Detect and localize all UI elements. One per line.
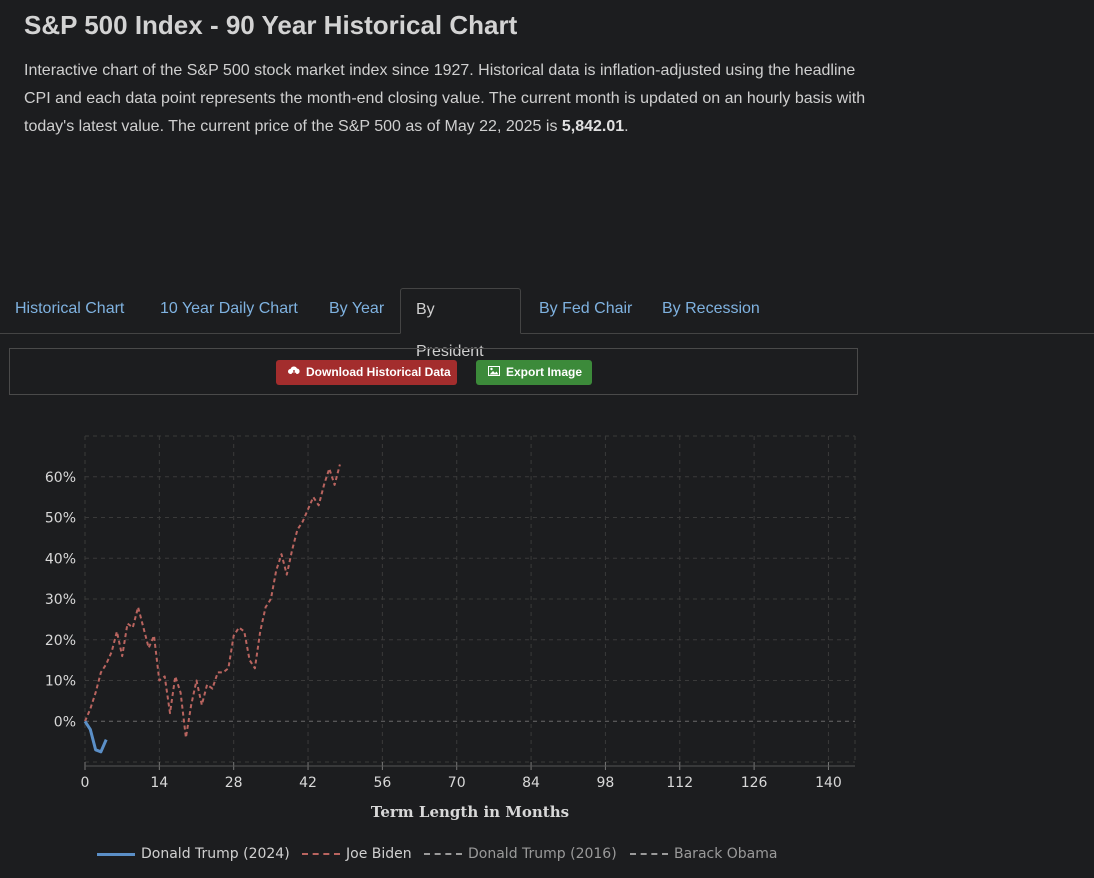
series-lines xyxy=(83,464,341,754)
x-axis-ticks: 0 14 28 42 56 70 84 98 112 126 140 xyxy=(81,762,855,791)
series-line-donald-trump-2024 xyxy=(83,720,108,754)
tab-by-president[interactable]: By President xyxy=(400,288,521,360)
current-price: 5,842.01 xyxy=(561,118,625,135)
legend-item-trump-2016[interactable]: Donald Trump (2016) xyxy=(424,843,617,865)
legend-swatch xyxy=(302,853,340,855)
y-axis-ticks: 0% 10% 20% 30% 40% 50% 60% xyxy=(45,470,76,731)
x-tick-label: 140 xyxy=(815,775,842,791)
tab-historical-chart[interactable]: Historical Chart xyxy=(15,300,125,317)
tab-by-year[interactable]: By Year xyxy=(329,300,385,317)
legend-label: Joe Biden xyxy=(346,846,412,862)
legend-item-trump-2024[interactable]: Donald Trump (2024) xyxy=(97,843,290,865)
export-button-label: Export Image xyxy=(506,365,583,379)
description-text: Interactive chart of the S&P 500 stock m… xyxy=(24,62,866,135)
page-description: Interactive chart of the S&P 500 stock m… xyxy=(24,57,884,141)
x-tick-label: 98 xyxy=(596,775,614,791)
series-line-joe-biden xyxy=(84,464,341,739)
page-title: S&P 500 Index - 90 Year Historical Chart xyxy=(24,10,518,40)
x-tick-label: 0 xyxy=(81,775,90,791)
sp500-by-president-chart: 0% 10% 20% 30% 40% 50% 60% 0 14 28 42 56 70 84 98 112 1… xyxy=(45,435,856,821)
x-tick-label: 56 xyxy=(373,775,391,791)
chart-toolbar: Download Historical Data Export Image xyxy=(9,348,858,395)
description-end: . xyxy=(624,118,629,135)
chart-tabs: Historical Chart 10 Year Daily Chart By … xyxy=(0,288,1094,360)
y-tick-label: 40% xyxy=(45,551,76,567)
y-tick-label: 60% xyxy=(45,470,76,486)
legend-label: Donald Trump (2024) xyxy=(141,846,290,862)
image-icon xyxy=(488,361,500,386)
x-tick-label: 42 xyxy=(299,775,317,791)
download-historical-data-button[interactable]: Download Historical Data xyxy=(276,360,457,385)
x-tick-label: 112 xyxy=(666,775,693,791)
legend-label: Donald Trump (2016) xyxy=(468,846,617,862)
tab-by-fed-chair[interactable]: By Fed Chair xyxy=(539,300,633,317)
export-image-button[interactable]: Export Image xyxy=(476,360,592,385)
cloud-download-icon xyxy=(288,361,300,386)
x-tick-label: 126 xyxy=(741,775,768,791)
legend-item-joe-biden[interactable]: Joe Biden xyxy=(302,843,412,865)
y-tick-label: 10% xyxy=(45,674,76,690)
x-tick-label: 70 xyxy=(448,775,466,791)
legend-swatch xyxy=(424,853,462,855)
legend-swatch xyxy=(97,852,135,856)
chart-legend: Donald Trump (2024) Joe Biden Donald Tru… xyxy=(0,843,1094,865)
x-tick-label: 84 xyxy=(522,775,540,791)
y-tick-label: 0% xyxy=(54,714,76,730)
tab-10-year-daily-chart[interactable]: 10 Year Daily Chart xyxy=(160,300,298,317)
legend-item-barack-obama[interactable]: Barack Obama xyxy=(630,843,777,865)
y-tick-label: 50% xyxy=(45,511,76,527)
legend-label: Barack Obama xyxy=(674,846,778,862)
download-button-label: Download Historical Data xyxy=(306,365,451,379)
legend-swatch xyxy=(630,853,668,855)
y-tick-label: 20% xyxy=(45,633,76,649)
y-tick-label: 30% xyxy=(45,592,76,608)
x-tick-label: 14 xyxy=(150,775,168,791)
chart-grid xyxy=(84,435,856,763)
tab-by-recession[interactable]: By Recession xyxy=(662,300,760,317)
x-tick-label: 28 xyxy=(225,775,243,791)
x-axis-label: Term Length in Months xyxy=(371,803,569,821)
